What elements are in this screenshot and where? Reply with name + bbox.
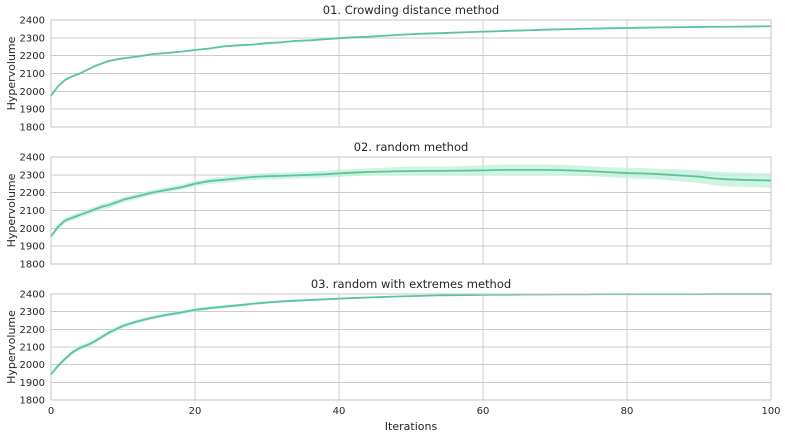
y-tick-label: 2100 [20, 343, 45, 354]
y-axis-title: Hypervolume [5, 173, 18, 247]
y-tick-label: 2000 [20, 87, 45, 98]
series-confidence-band [51, 164, 771, 239]
chart-panel-2: 1800 1900 2000 2100 2200 2300 2400 02. random m… [5, 140, 772, 271]
y-axis-title: Hypervolume [5, 36, 18, 110]
y-tick-label: 2200 [20, 51, 45, 62]
y-tick-label: 1800 [20, 123, 45, 134]
y-tick-label: 2000 [20, 224, 45, 235]
x-tick-label: 20 [189, 406, 202, 417]
y-tick-label: 2300 [20, 33, 45, 44]
x-tick-label: 40 [333, 406, 346, 417]
axes-frame [50, 19, 772, 128]
y-tick-label: 2300 [20, 170, 45, 181]
y-tick-label: 2400 [20, 153, 45, 164]
y-tick-label: 1800 [20, 260, 45, 271]
axes-frame [50, 156, 772, 265]
x-tick-label: 100 [761, 406, 780, 417]
y-tick-label: 1900 [20, 242, 45, 253]
chart-panel-1: 1800 1900 2000 2100 2200 2300 2400 01. Crowding… [5, 3, 772, 134]
y-tick-label: 2200 [20, 325, 45, 336]
y-tick-label: 1800 [20, 396, 45, 407]
y-axis-title: Hypervolume [5, 310, 18, 384]
y-tick-label: 2300 [20, 307, 45, 318]
chart-panel-3: 1800 1900 2000 2100 2200 2300 2400 0 20 40 60 80 100… [5, 277, 781, 433]
y-tick-label: 2400 [20, 16, 45, 27]
y-tick-label: 2100 [20, 206, 45, 217]
x-axis-title: Iterations [385, 420, 438, 433]
panel-title: 01. Crowding distance method [323, 3, 499, 17]
x-tick-label: 60 [477, 406, 490, 417]
y-tick-label: 2000 [20, 360, 45, 371]
series-line [50, 168, 772, 238]
series-line [50, 25, 772, 97]
y-tick-label: 1900 [20, 378, 45, 389]
y-tick-label: 2400 [20, 290, 45, 301]
axes-frame [50, 293, 772, 401]
x-tick-label: 80 [621, 406, 634, 417]
y-tick-label: 2100 [20, 69, 45, 80]
y-tick-label: 1900 [20, 105, 45, 116]
x-tick-label: 0 [48, 406, 54, 417]
panel-title: 03. random with extremes method [311, 277, 511, 291]
y-tick-label: 2200 [20, 188, 45, 199]
panel-title: 02. random method [354, 140, 469, 154]
